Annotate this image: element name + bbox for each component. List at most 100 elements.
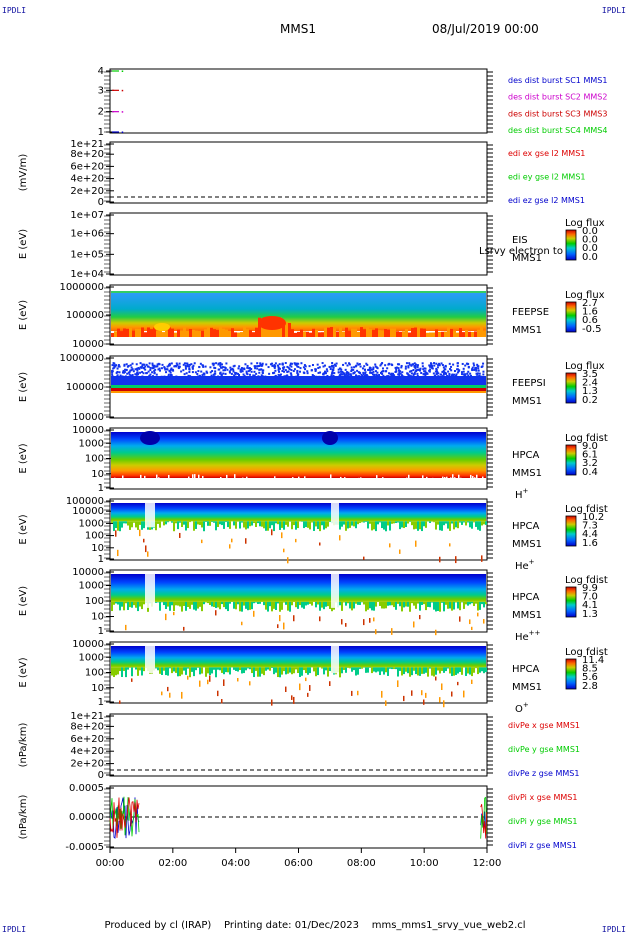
hpca-hepp-spectrogram-fringe [457,601,459,609]
hpca-he-spectrogram-fringe [183,521,185,525]
feepsi-speck [407,373,410,376]
hpca-hepp-spectrogram-fringe [181,601,183,612]
hpca-o-spectrogram-fringe [355,667,357,676]
feepsi-speck [283,375,286,378]
feepse-band-cell [330,327,333,337]
feepsi-speck [153,370,156,373]
hpca-hepp-spectrogram-fringe [445,601,447,605]
hpca-o-spectrogram-fringe [241,667,243,674]
feepsi-speck [132,370,135,373]
feepsi-speck [289,362,292,365]
hpca-he-spectrogram-fringe [367,521,369,529]
feepse-band-cell [426,332,429,337]
hpca-o-spectrogram-fringe [403,667,405,675]
feepsi-speck [439,376,442,379]
hpca-he-spectrogram-fringe [241,521,243,523]
hpca-h-gap [400,483,402,487]
hpca-he-spectrogram-fringe [287,521,289,527]
hpca-o-spectrogram-fringe [291,667,293,675]
feepsi-speck [464,364,467,367]
hpca-hepp-colorbar-value: 1.3 [582,609,598,620]
divpi-gse-legend-item: divPi x gse MMS1 [508,793,577,802]
hpca-o-spectrogram-cavity [331,646,339,674]
hpca-he-spectrogram-fringe [223,521,225,529]
hpca-h-tick-label: 100 [85,454,104,465]
feepsi-speck [412,377,415,380]
feepse-band-cell [414,327,417,337]
feepsi-speck [369,369,372,372]
time-tick-label: 00:00 [96,858,125,869]
feepse-band-cell [192,329,195,337]
hpca-o-spectrogram-burst [187,675,189,680]
feepsi-speck [467,374,470,377]
feeps-e-colorbar [565,301,577,333]
hpca-hepp-spectrogram-burst [375,629,377,635]
feepse-band-cell [159,327,162,337]
feepsi-speck [196,373,199,376]
hpca-he-spectrogram-fringe [133,521,135,523]
eis-spacecraft: MMS1 [512,253,542,264]
hpca-he-spectrogram-fringe [455,521,457,528]
hpca-o-spectrogram-fringe [423,667,425,674]
hpca-hepp-spectrogram-fringe [289,601,291,612]
hpca-hepp-tick-label: 1 [98,626,104,637]
hpca-h-gap [156,474,158,487]
feepsi-speck [370,371,373,374]
hpca-o-spectrogram-fringe [271,667,273,668]
hpca-he-tick-label: 100 [85,531,104,542]
feepse-band-cell [366,327,369,337]
feepsi-speck [168,362,171,365]
hpca-hepp-spectrogram-fringe [401,601,403,612]
hpca-h-gap [130,478,132,487]
hpca-he-spectrogram-fringe [439,521,441,531]
hpca-hepp-spectrogram-fringe [277,601,279,604]
hpca-he-spectrogram-fringe [453,521,455,530]
feepsi-speck [141,376,144,379]
feepsi-speck [364,374,367,377]
feepsi-speck [214,372,217,375]
feepsi-speck [175,375,178,378]
feepse-band-cell [471,331,474,337]
feepsi-speck [408,370,411,373]
des-dist-burst-tick-label: 3 [98,85,104,96]
eis-colorbar-value: 0.0 [582,243,598,254]
des-dist-burst-point [121,70,124,72]
feepsi-speck [386,376,389,379]
feepsi-speck [328,366,331,369]
hpca-he-spectrogram-fringe [143,521,145,529]
hpca-h-charge: + [523,487,529,495]
feepsi-speck [442,366,445,369]
feepsi-speck [164,377,167,380]
feepsi-speck [372,370,375,373]
feepsi-speck [416,364,419,367]
hpca-h-gap [406,477,408,487]
feepsi-speck [349,373,352,376]
hpca-h-gap [190,480,192,487]
hpca-o-instrument: HPCA [512,664,540,675]
hpca-o-spectrogram-fringe [473,667,475,673]
hpca-o-spectrogram-fringe [267,667,269,670]
feepsi-speck [137,366,140,369]
feepsi-speck [139,371,142,374]
feepse-band-cell [210,327,213,337]
hpca-hepp-spectrogram-fringe [479,601,481,610]
feepsi-speck [165,371,168,374]
hpca-hepp-spectrogram-fringe [209,601,211,605]
feepsi-speck [226,368,229,371]
feepsi-speck [148,374,151,377]
feepsi-speck [168,364,171,367]
feepsi-speck [241,370,244,373]
feepsi-speck [318,366,321,369]
feepsi-speck [374,370,377,373]
hpca-o-spectrogram-fringe [169,667,171,669]
hpca-hepp-spectrogram-fringe [215,601,217,609]
feepsi-speck [136,375,139,378]
feepsi-speck [482,362,485,365]
hpca-he-spectrogram-fringe [121,521,123,528]
hpca-o-spectrogram-fringe [433,667,435,677]
hpca-hepp-spectrogram-fringe [211,601,213,607]
hpca-h-gap [460,477,462,487]
feepsi-speck [277,373,280,376]
hpca-o-spectrogram-burst [285,686,287,692]
hpca-o-spectrogram-burst [217,690,219,697]
